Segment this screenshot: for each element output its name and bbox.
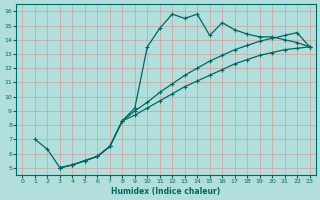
X-axis label: Humidex (Indice chaleur): Humidex (Indice chaleur) — [111, 187, 221, 196]
